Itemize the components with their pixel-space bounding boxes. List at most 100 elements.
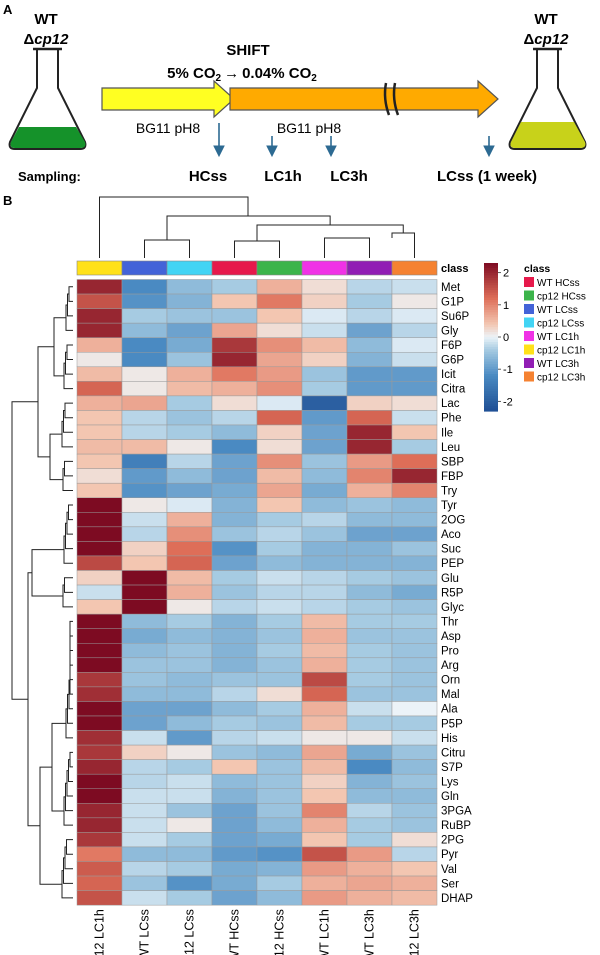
heatmap-cell — [76, 293, 123, 309]
colorbar-segment — [484, 386, 498, 390]
heatmap-cell — [166, 773, 213, 790]
colorbar-segment — [484, 356, 498, 360]
heatmap-cell — [346, 715, 393, 731]
heatmap-cell — [166, 759, 213, 775]
heatmap-cell — [76, 279, 123, 295]
heatmap-cell — [256, 584, 303, 600]
heatmap-cell — [211, 584, 258, 600]
heatmap-cell — [76, 599, 123, 615]
right-flask-strain: Δcp12 — [524, 31, 570, 48]
heatmap-cell — [301, 628, 348, 644]
heatmap-cell — [121, 861, 168, 877]
colorbar-segment — [484, 277, 498, 281]
heatmap-cell — [391, 395, 438, 411]
row-dendrogram-branch — [67, 293, 73, 317]
colorbar-segment — [484, 267, 498, 271]
heatmap-cell — [391, 482, 438, 499]
heatmap-cell — [76, 613, 123, 629]
row-dendrogram-branch — [69, 751, 73, 768]
heatmap-cell — [166, 555, 213, 571]
heatmap-cell — [211, 657, 258, 673]
colorbar-segment — [484, 344, 498, 348]
heatmap-cell — [346, 890, 393, 906]
colorbar-segment — [484, 297, 498, 301]
colorbar-segment — [484, 339, 498, 343]
heatmap-cell — [211, 803, 258, 819]
row-label: P5P — [441, 718, 463, 730]
heatmap-cell — [256, 657, 303, 673]
colorbar-segment — [484, 369, 498, 373]
row-dendrogram-branch — [66, 511, 73, 535]
heatmap-cell — [346, 410, 393, 426]
column-dendrogram-branch — [144, 239, 190, 258]
heatmap-cell — [391, 279, 438, 295]
row-dendrogram-branch — [64, 460, 73, 477]
heatmap-cell — [121, 613, 168, 629]
column-label: WT LCss — [138, 909, 152, 955]
heatmap-cell — [76, 570, 123, 586]
heatmap-cell — [346, 744, 393, 760]
colorbar-segment — [484, 329, 498, 333]
colorbar-segment — [484, 401, 498, 405]
heatmap-cell — [391, 526, 438, 542]
heatmap-cell — [301, 773, 348, 790]
heatmap-cell — [121, 599, 168, 615]
colorbar-segment — [484, 341, 498, 345]
colorbar-segment — [484, 302, 498, 306]
heatmap-cell — [76, 453, 123, 469]
heatmap-cell — [256, 308, 303, 324]
row-label: 3PGA — [441, 806, 472, 818]
heatmap-cell — [121, 410, 168, 426]
legend-swatch — [524, 371, 534, 382]
column-dendrogram-branch — [99, 196, 249, 258]
colorbar-segment — [484, 371, 498, 375]
row-dendrogram-branch — [66, 770, 73, 797]
class-strip-cell — [301, 260, 348, 276]
class-strip-cell — [256, 260, 303, 276]
heatmap-cell — [121, 686, 168, 702]
heatmap-cell — [301, 657, 348, 673]
heatmap-cell — [256, 788, 303, 804]
row-dendrogram-branch — [68, 286, 73, 302]
heatmap-cell — [211, 497, 258, 513]
heatmap-cell — [121, 526, 168, 542]
legend-title: class — [524, 263, 550, 275]
heatmap-cell — [391, 337, 438, 353]
heatmap-cell — [166, 453, 213, 469]
heatmap-cell — [211, 395, 258, 411]
heatmap-cell — [166, 352, 213, 368]
row-label: Lac — [441, 398, 460, 410]
heatmap-cell — [211, 424, 258, 440]
row-label: Ser — [441, 878, 459, 890]
class-strip-header: class — [441, 263, 469, 275]
row-label: 2PG — [441, 835, 464, 847]
heatmap-cell — [76, 322, 123, 338]
heatmap-cell — [76, 337, 123, 353]
medium-label-left: BG11 pH8 — [136, 120, 201, 136]
heatmap-cell — [346, 570, 393, 586]
heatmap-cell — [121, 541, 168, 557]
heatmap-cell — [301, 846, 348, 862]
colorbar-segment — [484, 319, 498, 323]
heatmap-cell — [301, 730, 348, 746]
heatmap-cell — [391, 846, 438, 862]
row-label: Icit — [441, 369, 457, 381]
colorbar-segment — [484, 396, 498, 400]
heatmap-cell — [76, 366, 123, 382]
heatmap-cell — [256, 628, 303, 644]
class-strip-cell — [166, 260, 213, 276]
row-dendrogram-branch — [11, 401, 38, 700]
heatmap-cell — [121, 366, 168, 382]
heatmap-cell — [391, 381, 438, 397]
heatmap-cell — [391, 584, 438, 600]
row-label: Gln — [441, 791, 459, 803]
heatmap-cell — [301, 322, 348, 338]
heatmap-cell — [256, 366, 303, 382]
heatmap-cell — [121, 875, 168, 891]
heatmap-cell — [166, 395, 213, 411]
heatmap-cell — [76, 875, 123, 891]
heatmap-cell — [211, 788, 258, 804]
row-label: SBP — [441, 456, 464, 468]
heatmap-cell — [256, 613, 303, 629]
